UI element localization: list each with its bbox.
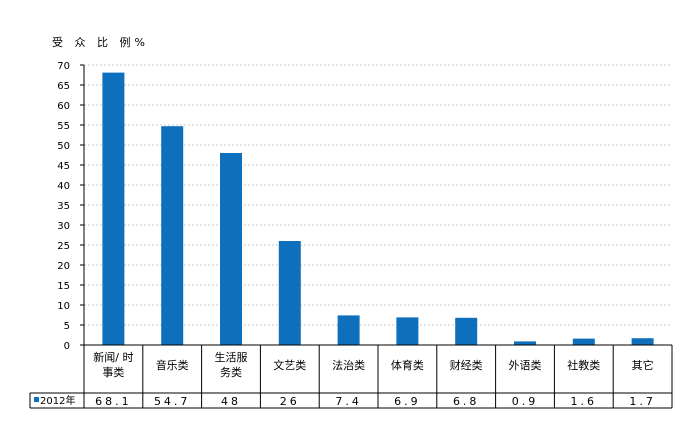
bar xyxy=(572,338,595,345)
bar xyxy=(220,153,242,345)
data-label: 7.4 xyxy=(335,395,362,408)
y-axis-title: 受 众 比 例% xyxy=(52,36,149,49)
data-label: 68.1 xyxy=(95,395,132,408)
x-tick-label: 务类 xyxy=(220,365,242,379)
y-tick-label: 50 xyxy=(57,141,70,152)
x-tick-label: 外语类 xyxy=(509,358,542,372)
y-tick-label: 20 xyxy=(57,261,70,272)
data-label: 26 xyxy=(280,395,300,408)
y-tick-label: 60 xyxy=(57,101,70,112)
y-tick-label: 15 xyxy=(57,281,70,292)
x-tick-label: 法治类 xyxy=(332,358,365,372)
x-tick-label: 音乐类 xyxy=(156,358,189,372)
bar xyxy=(161,126,184,345)
bar xyxy=(278,241,301,345)
y-tick-label: 40 xyxy=(57,181,70,192)
x-tick-label: 事类 xyxy=(102,365,124,379)
bar xyxy=(514,341,536,345)
data-label: 54.7 xyxy=(154,395,191,408)
bar xyxy=(102,72,125,345)
bar xyxy=(396,317,419,345)
bar xyxy=(337,315,360,345)
data-label: 1.6 xyxy=(571,395,598,408)
x-tick-label: 新闻/ 时 xyxy=(93,350,133,364)
y-tick-label: 65 xyxy=(57,81,70,92)
bar xyxy=(631,338,654,345)
y-tick-label: 35 xyxy=(57,201,70,212)
legend-swatch xyxy=(34,397,39,402)
y-tick-label: 10 xyxy=(57,301,70,312)
x-tick-label: 文艺类 xyxy=(273,358,306,372)
x-tick-label: 财经类 xyxy=(450,358,483,372)
y-tick-label: 45 xyxy=(57,161,70,172)
data-label: 48 xyxy=(221,395,241,408)
x-tick-label: 其它 xyxy=(632,358,654,372)
y-tick-label: 25 xyxy=(57,241,70,252)
data-label: 0.9 xyxy=(512,395,539,408)
x-tick-label: 社教类 xyxy=(567,358,600,372)
x-tick-label: 生活服 xyxy=(215,350,248,364)
y-tick-label: 0 xyxy=(64,341,70,352)
y-tick-label: 5 xyxy=(64,321,70,332)
x-tick-label: 体育类 xyxy=(391,358,424,372)
data-label: 6.8 xyxy=(453,395,480,408)
bar xyxy=(455,317,478,345)
data-label: 6.9 xyxy=(394,395,421,408)
y-tick-label: 30 xyxy=(57,221,70,232)
y-tick-label: 55 xyxy=(57,121,70,132)
legend-label: 2012年 xyxy=(40,394,75,407)
data-label: 1.7 xyxy=(629,395,656,408)
y-tick-label: 70 xyxy=(57,61,70,72)
